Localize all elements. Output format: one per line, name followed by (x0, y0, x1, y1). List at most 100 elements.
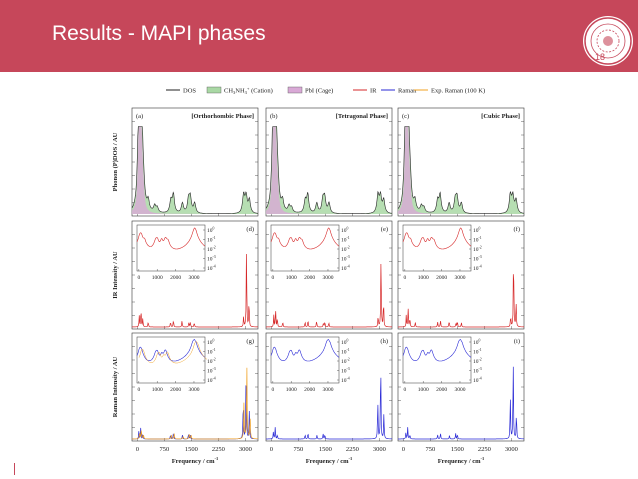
inset-y-tick-label: 10-1 (341, 348, 350, 356)
x-tick-label: 1500 (185, 446, 198, 453)
inset-exp-curve (138, 341, 208, 364)
inset-y-tick-label: 100 (473, 227, 481, 235)
inset-y-tick-label: 100 (341, 227, 349, 235)
inset-frame (402, 224, 472, 272)
inset-x-tick-label: 0 (271, 275, 274, 281)
figure-axis-labels: Phonon (P)DOS / AU IR Intensity / AU Raman… (112, 132, 518, 465)
x-tick-label: 750 (294, 446, 304, 453)
slide-title: Results - MAPI phases (52, 22, 266, 45)
inset-y-tick-label: 10-4 (341, 377, 350, 385)
legend-entry-0: DOS (166, 88, 196, 95)
inset-y-tick-label: 10-3 (473, 367, 482, 375)
phase-title: [Cubic Phase] (481, 113, 520, 120)
x-tick-label: 750 (426, 446, 436, 453)
legend-entry-4: Raman (381, 88, 417, 95)
ir-spectrum (398, 274, 524, 328)
inset-y-tick-label: 100 (207, 339, 215, 347)
inset-y-tick-label: 100 (473, 339, 481, 347)
panel-letter: (b) (270, 113, 278, 120)
inset-frame (136, 336, 206, 384)
legend-swatch (287, 86, 303, 94)
inset-y-tick-label: 10-3 (341, 367, 350, 375)
inset-x-tick-label: 0 (403, 387, 406, 393)
row-axis-label: Raman Intensity / AU (112, 356, 119, 417)
inset-x-tick-label: 3000 (454, 387, 465, 393)
inset-y-tick-label: 10-1 (207, 348, 216, 356)
panel-letter: (d) (246, 226, 254, 233)
inset-curve (270, 338, 340, 362)
raman-spectrum (398, 366, 524, 440)
inset-y-tick-label: 10-4 (473, 377, 482, 385)
legend-swatch (206, 86, 222, 94)
inset-x-tick-label: 2000 (436, 275, 447, 281)
inset-curve (402, 227, 472, 250)
inset-x-tick-label: 3000 (188, 275, 199, 281)
inset-y-tick-label: 10-4 (341, 265, 350, 273)
inset-y-tick-label: 10-2 (473, 246, 482, 254)
x-tick-label: 1500 (451, 446, 464, 453)
legend-entry-3: IR (353, 88, 377, 95)
x-tick-label: 1500 (319, 446, 332, 453)
inset-x-tick-label: 1000 (152, 275, 163, 281)
inset-curve (270, 227, 340, 250)
inset-frame (270, 224, 340, 272)
ir-spectrum (131, 253, 258, 328)
legend-label: CH3NH3+ (Cation) (224, 86, 273, 95)
inset-y-tick-label: 10-2 (207, 246, 216, 254)
x-tick-label: 0 (402, 446, 405, 453)
inset-y-tick-label: 100 (341, 339, 349, 347)
inset-y-tick-label: 10-4 (207, 265, 216, 273)
raman-spectrum (266, 377, 392, 440)
inset-y-tick-label: 10-1 (207, 236, 216, 244)
legend-label: IR (370, 88, 377, 95)
inset-x-tick-label: 1000 (418, 275, 429, 281)
inset-frame (270, 336, 340, 384)
panel-frame (397, 107, 525, 217)
inset-y-tick-label: 10-4 (473, 265, 482, 273)
inset-y-tick-label: 10-4 (207, 377, 216, 385)
cage-fill (132, 126, 258, 214)
panel-letter: (h) (380, 338, 388, 345)
inset-y-tick-label: 100 (207, 227, 215, 235)
inset-y-tick-label: 10-3 (207, 367, 216, 375)
panel-c: (c) [Cubic Phase] (397, 107, 525, 217)
phase-title: [Tetragonal Phase] (336, 113, 388, 120)
raman-spectrum (132, 385, 258, 440)
row-axis-label: IR Intensity / AU (112, 251, 119, 299)
slide-header (0, 0, 638, 72)
inset-frame (136, 224, 206, 272)
inset-y-tick-label: 10-1 (341, 236, 350, 244)
cage-fill (266, 126, 392, 214)
inset-x-tick-label: 1000 (152, 387, 163, 393)
inset-x-tick-label: 0 (403, 275, 406, 281)
inset-y-tick-label: 10-2 (473, 358, 482, 366)
legend-entry-5: Exp. Raman (100 K) (414, 88, 485, 95)
inset-x-tick-label: 3000 (454, 275, 465, 281)
inset-x-tick-label: 3000 (188, 387, 199, 393)
inset-x-tick-label: 1000 (286, 387, 297, 393)
inset-x-tick-label: 2000 (170, 275, 181, 281)
dos-line (265, 126, 393, 214)
panel-letter: (e) (381, 226, 388, 233)
inset-x-tick-label: 2000 (170, 387, 181, 393)
university-seal-icon (583, 16, 633, 66)
x-tick-label: 3000 (505, 446, 518, 453)
inset-x-tick-label: 1000 (418, 387, 429, 393)
x-tick-label: 2250 (212, 446, 225, 453)
panel-letter: (i) (514, 338, 520, 345)
inset-x-tick-label: 3000 (322, 387, 333, 393)
inset-x-tick-label: 1000 (286, 275, 297, 281)
panel-letter: (f) (514, 226, 521, 233)
cage-fill (398, 126, 524, 214)
phase-title: [Orthorhombic Phase] (191, 113, 254, 120)
dos-line (397, 126, 525, 214)
inset-x-tick-label: 0 (137, 387, 140, 393)
